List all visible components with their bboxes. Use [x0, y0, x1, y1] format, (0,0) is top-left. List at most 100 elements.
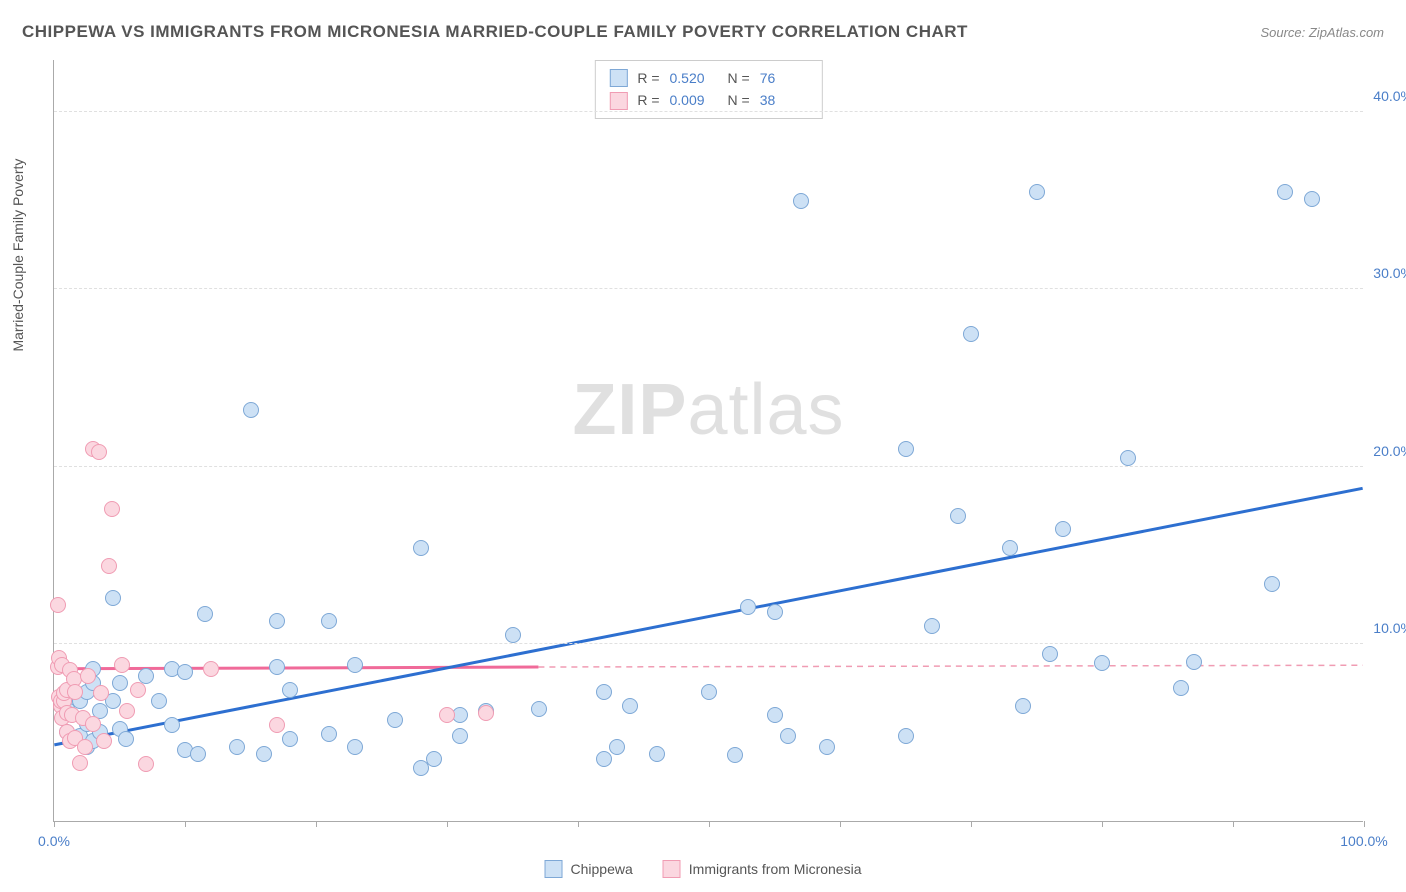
- x-tick-label: 100.0%: [1340, 833, 1387, 849]
- grid-line: [54, 466, 1363, 467]
- y-tick-label: 40.0%: [1367, 88, 1406, 104]
- scatter-point: [282, 682, 298, 698]
- x-tick: [1233, 821, 1234, 827]
- x-tick: [447, 821, 448, 827]
- scatter-point: [190, 746, 206, 762]
- scatter-point: [898, 728, 914, 744]
- scatter-point: [387, 712, 403, 728]
- scatter-point: [439, 707, 455, 723]
- scatter-point: [426, 751, 442, 767]
- scatter-point: [243, 402, 259, 418]
- trend-line: [538, 665, 1362, 667]
- scatter-point: [1055, 521, 1071, 537]
- watermark-text: ZIPatlas: [572, 369, 844, 451]
- n-value: 38: [760, 89, 808, 111]
- scatter-point: [164, 717, 180, 733]
- scatter-point: [93, 685, 109, 701]
- n-value: 76: [760, 67, 808, 89]
- scatter-point: [96, 733, 112, 749]
- trend-line: [54, 488, 1362, 745]
- scatter-point: [80, 668, 96, 684]
- scatter-point: [767, 707, 783, 723]
- scatter-point: [780, 728, 796, 744]
- legend-item: Chippewa: [545, 860, 633, 878]
- scatter-point: [701, 684, 717, 700]
- scatter-point: [77, 739, 93, 755]
- scatter-point: [118, 731, 134, 747]
- scatter-point: [130, 682, 146, 698]
- x-tick: [185, 821, 186, 827]
- x-tick: [971, 821, 972, 827]
- scatter-point: [256, 746, 272, 762]
- n-label: N =: [728, 67, 750, 89]
- scatter-point: [91, 444, 107, 460]
- watermark-rest: atlas: [687, 370, 844, 450]
- scatter-point: [727, 747, 743, 763]
- scatter-point: [269, 717, 285, 733]
- scatter-point: [1029, 184, 1045, 200]
- r-label: R =: [637, 89, 659, 111]
- r-label: R =: [637, 67, 659, 89]
- stats-legend-row: R =0.520N =76: [609, 67, 807, 89]
- scatter-point: [197, 606, 213, 622]
- scatter-point: [85, 716, 101, 732]
- scatter-point: [1120, 450, 1136, 466]
- grid-line: [54, 111, 1363, 112]
- scatter-point: [1042, 646, 1058, 662]
- legend-swatch: [609, 92, 627, 110]
- x-tick-label: 0.0%: [38, 833, 70, 849]
- y-tick-label: 20.0%: [1367, 443, 1406, 459]
- scatter-point: [269, 613, 285, 629]
- scatter-point: [740, 599, 756, 615]
- scatter-point: [924, 618, 940, 634]
- x-tick: [1102, 821, 1103, 827]
- scatter-point: [963, 326, 979, 342]
- scatter-point: [1277, 184, 1293, 200]
- scatter-point: [321, 726, 337, 742]
- series-legend: Chippewa Immigrants from Micronesia: [545, 860, 862, 878]
- grid-line: [54, 643, 1363, 644]
- scatter-point: [105, 590, 121, 606]
- grid-line: [54, 288, 1363, 289]
- scatter-point: [67, 684, 83, 700]
- x-tick: [54, 821, 55, 827]
- scatter-point: [104, 501, 120, 517]
- scatter-point: [114, 657, 130, 673]
- x-tick: [840, 821, 841, 827]
- scatter-point: [950, 508, 966, 524]
- scatter-point: [1002, 540, 1018, 556]
- scatter-point: [119, 703, 135, 719]
- scatter-point: [229, 739, 245, 755]
- scatter-point: [413, 540, 429, 556]
- scatter-point: [793, 193, 809, 209]
- scatter-point: [478, 705, 494, 721]
- legend-item: Immigrants from Micronesia: [663, 860, 862, 878]
- scatter-point: [819, 739, 835, 755]
- scatter-point: [1173, 680, 1189, 696]
- scatter-point: [596, 751, 612, 767]
- scatter-point: [177, 664, 193, 680]
- r-value: 0.009: [670, 89, 718, 111]
- scatter-point: [282, 731, 298, 747]
- scatter-point: [596, 684, 612, 700]
- scatter-point: [203, 661, 219, 677]
- scatter-point: [505, 627, 521, 643]
- scatter-point: [269, 659, 285, 675]
- stats-legend-row: R =0.009N =38: [609, 89, 807, 111]
- scatter-point: [1094, 655, 1110, 671]
- scatter-point: [622, 698, 638, 714]
- scatter-point: [531, 701, 547, 717]
- scatter-point: [452, 728, 468, 744]
- x-tick: [578, 821, 579, 827]
- scatter-point: [101, 558, 117, 574]
- y-tick-label: 10.0%: [1367, 620, 1406, 636]
- legend-swatch: [545, 860, 563, 878]
- scatter-point: [138, 756, 154, 772]
- scatter-point: [321, 613, 337, 629]
- legend-swatch: [663, 860, 681, 878]
- scatter-point: [649, 746, 665, 762]
- legend-label: Chippewa: [571, 861, 633, 877]
- chart-plot-area: ZIPatlas R =0.520N =76R =0.009N =38 10.0…: [53, 60, 1363, 822]
- stats-legend-box: R =0.520N =76R =0.009N =38: [594, 60, 822, 119]
- scatter-point: [767, 604, 783, 620]
